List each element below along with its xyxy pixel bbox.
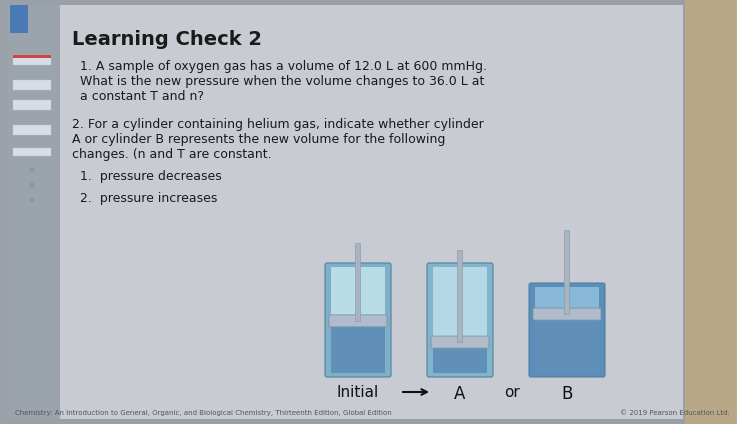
FancyBboxPatch shape xyxy=(529,283,605,377)
Bar xyxy=(458,250,463,342)
Text: 2. For a cylinder containing helium gas, indicate whether cylinder: 2. For a cylinder containing helium gas,… xyxy=(72,118,483,131)
Bar xyxy=(685,0,737,424)
FancyBboxPatch shape xyxy=(329,315,387,327)
Bar xyxy=(13,100,51,110)
FancyBboxPatch shape xyxy=(325,263,391,377)
Circle shape xyxy=(30,183,34,187)
Text: 1.  pressure decreases: 1. pressure decreases xyxy=(80,170,222,183)
Bar xyxy=(331,267,385,316)
Bar xyxy=(535,319,599,373)
Bar xyxy=(13,80,51,90)
Bar xyxy=(433,347,487,373)
Text: A: A xyxy=(454,385,466,403)
Bar xyxy=(13,55,51,58)
Circle shape xyxy=(30,168,34,172)
Bar xyxy=(331,326,385,373)
Bar xyxy=(355,243,360,321)
Bar xyxy=(565,230,570,314)
Bar xyxy=(8,5,60,419)
Text: 2.  pressure increases: 2. pressure increases xyxy=(80,192,217,205)
Circle shape xyxy=(30,198,34,202)
Text: Chemistry: An Introduction to General, Organic, and Biological Chemistry, Thirte: Chemistry: An Introduction to General, O… xyxy=(15,410,392,416)
Bar xyxy=(10,5,28,33)
Bar xyxy=(13,148,51,156)
Bar xyxy=(535,287,599,309)
Text: or: or xyxy=(504,385,520,400)
Text: © 2019 Pearson Education Ltd.: © 2019 Pearson Education Ltd. xyxy=(620,410,730,416)
Text: a constant T and n?: a constant T and n? xyxy=(80,90,204,103)
Text: A or cylinder B represents the new volume for the following: A or cylinder B represents the new volum… xyxy=(72,133,445,146)
Bar xyxy=(13,55,51,65)
Text: B: B xyxy=(562,385,573,403)
Bar xyxy=(13,125,51,135)
Text: Initial: Initial xyxy=(337,385,379,400)
Text: 1. A sample of oxygen gas has a volume of 12.0 L at 600 mmHg.: 1. A sample of oxygen gas has a volume o… xyxy=(80,60,487,73)
Text: What is the new pressure when the volume changes to 36.0 L at: What is the new pressure when the volume… xyxy=(80,75,484,88)
FancyBboxPatch shape xyxy=(533,308,601,320)
Text: Learning Check 2: Learning Check 2 xyxy=(72,30,262,49)
FancyBboxPatch shape xyxy=(431,336,489,348)
Bar xyxy=(433,267,487,337)
FancyBboxPatch shape xyxy=(427,263,493,377)
Text: changes. (n and T are constant.: changes. (n and T are constant. xyxy=(72,148,272,161)
